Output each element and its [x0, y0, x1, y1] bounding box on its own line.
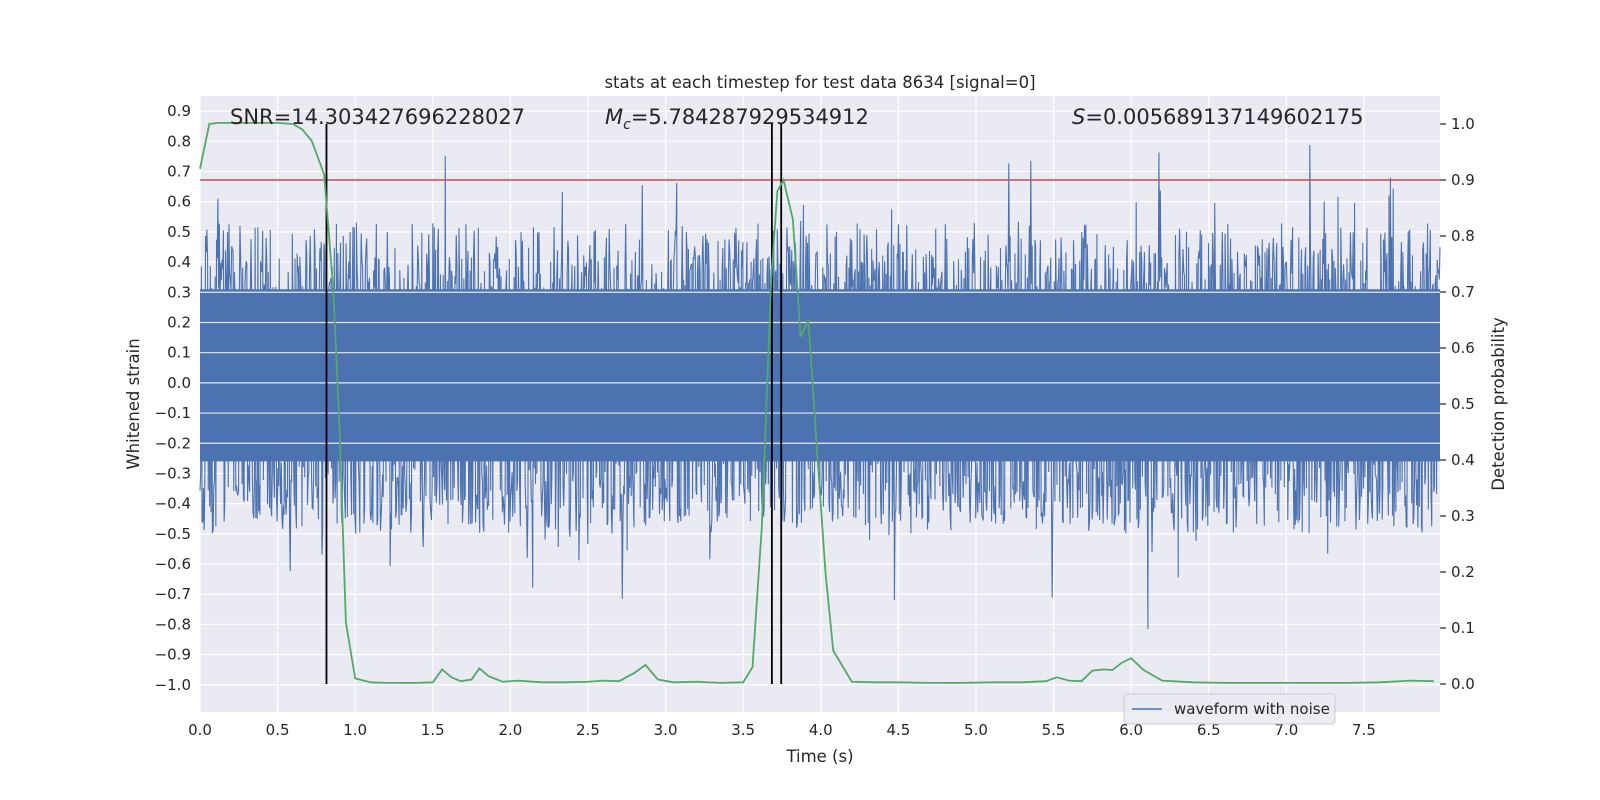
x-axis-label: Time (s): [785, 747, 853, 766]
y-tick-label: −0.2: [155, 434, 191, 452]
legend-label: waveform with noise: [1174, 700, 1330, 718]
x-tick-label: 1.0: [343, 721, 367, 739]
y-tick-label: −1.0: [155, 676, 191, 694]
y-tick-label: −0.4: [155, 495, 191, 513]
y2-tick-label: 0.1: [1451, 619, 1475, 637]
x-tick-label: 4.0: [809, 721, 833, 739]
y2-tick-label: 0.0: [1451, 675, 1475, 693]
x-tick-label: 0.5: [266, 721, 290, 739]
y-tick-label: 0.8: [167, 132, 191, 150]
y-tick-label: 0.5: [167, 223, 191, 241]
y-tick-label: 0.0: [167, 374, 191, 392]
x-tick-label: 3.5: [731, 721, 755, 739]
y2-tick-label: 0.8: [1451, 227, 1475, 245]
legend: waveform with noise: [1123, 693, 1336, 725]
x-tick-label: 3.0: [654, 721, 678, 739]
y-tick-label: −0.3: [155, 464, 191, 482]
waveform-series: [199, 145, 1441, 629]
y2-tick-label: 0.6: [1451, 339, 1475, 357]
snr-annotation: SNR=14.303427696228027: [230, 105, 525, 129]
chirp-mass-annotation: Mc=5.784287929534912: [605, 105, 869, 133]
y-tick-label: 0.7: [167, 162, 191, 180]
x-tick-label: 6.0: [1119, 721, 1143, 739]
y-tick-label: 0.6: [167, 193, 191, 211]
chart-title: stats at each timestep for test data 863…: [604, 73, 1035, 92]
y-tick-label: −0.6: [155, 555, 191, 573]
detection-probability-line: [199, 121, 1434, 684]
x-tick-label: 2.5: [576, 721, 600, 739]
y-tick-label: 0.1: [167, 344, 191, 362]
y-tick-label: −0.7: [155, 585, 191, 603]
waveform-core-band: [200, 289, 1440, 462]
y-tick-label: −0.1: [155, 404, 191, 422]
s-annotation: S=0.005689137149602175: [1072, 105, 1363, 129]
s-value: =0.005689137149602175: [1085, 105, 1363, 129]
x-tick-label: 1.5: [421, 721, 445, 739]
y-axis-label: Whitened strain: [124, 338, 143, 469]
x-tick-label: 6.5: [1197, 721, 1221, 739]
chirp-mass-symbol: M: [605, 105, 623, 129]
y-tick-label: 0.9: [167, 102, 191, 120]
y2-tick-label: 0.5: [1451, 395, 1475, 413]
y2-tick-label: 0.9: [1451, 171, 1475, 189]
y2-tick-label: 0.2: [1451, 563, 1475, 581]
x-tick-label: 7.5: [1352, 721, 1376, 739]
y-tick-label: −0.9: [155, 646, 191, 664]
x-tick-label: 7.0: [1274, 721, 1298, 739]
axes-ticks: 0.0 0.5 1.0 1.5 2.0 2.5 3.0 3.5 4.0 4.5 5.0 5.5 6.0 6…: [155, 102, 1475, 739]
x-tick-label: 4.5: [886, 721, 910, 739]
y-tick-label: 0.3: [167, 283, 191, 301]
y2-tick-label: 1.0: [1451, 115, 1475, 133]
y-tick-label: 0.2: [167, 313, 191, 331]
y2-tick-label: 0.3: [1451, 507, 1475, 525]
y-tick-label: 0.4: [167, 253, 191, 271]
overlay-lines: [199, 121, 1440, 684]
s-symbol: S: [1072, 105, 1085, 129]
legend-box: [1123, 693, 1336, 725]
x-tick-label: 5.5: [1042, 721, 1066, 739]
x-tick-label: 2.0: [498, 721, 522, 739]
x-tick-label: 5.0: [964, 721, 988, 739]
chirp-mass-value: =5.784287929534912: [631, 105, 869, 129]
y-tick-label: −0.5: [155, 525, 191, 543]
y2-tick-label: 0.7: [1451, 283, 1475, 301]
x-tick-label: 0.0: [188, 721, 212, 739]
y2-axis-label: Detection probability: [1489, 317, 1508, 491]
y2-tick-label: 0.4: [1451, 451, 1475, 469]
chirp-mass-subscript: c: [623, 117, 631, 133]
y-tick-label: −0.8: [155, 615, 191, 633]
